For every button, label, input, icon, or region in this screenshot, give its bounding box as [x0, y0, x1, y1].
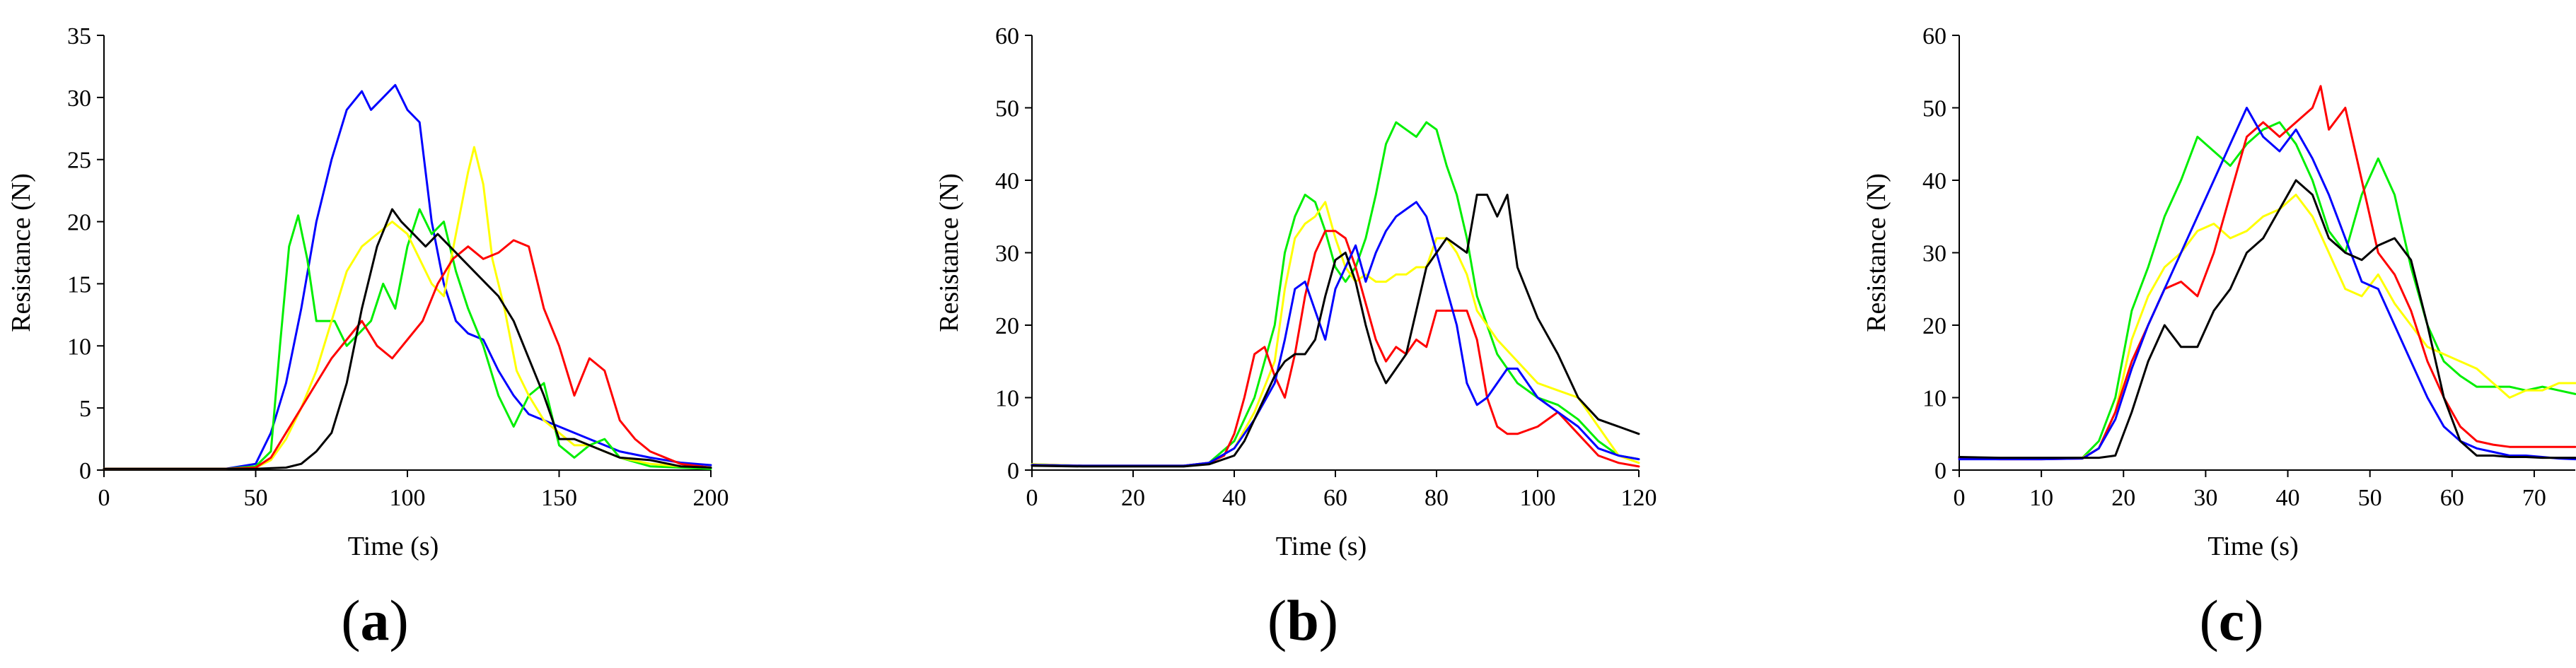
x-tick-label: 20: [2111, 485, 2135, 511]
series-line-blue: [1958, 107, 2576, 461]
x-tick-label: 50: [2358, 485, 2382, 511]
y-tick-label: 10: [995, 386, 1019, 412]
y-tick-label: 5: [79, 396, 91, 422]
x-tick-label: 0: [1954, 485, 1966, 511]
series-line-green: [1031, 121, 1640, 467]
series-line-yellow: [1958, 194, 2576, 460]
series-line-red: [103, 239, 712, 470]
x-tick-label: 20: [1121, 485, 1145, 511]
y-tick-label: 10: [67, 334, 91, 360]
x-tick-label: 100: [1520, 485, 1556, 511]
series-line-red: [1958, 85, 2576, 461]
y-tick-label: 60: [1922, 23, 1946, 49]
panel-label: (c): [2199, 588, 2263, 652]
series-line-black: [1031, 194, 1640, 468]
y-tick-label: 50: [995, 96, 1019, 122]
series-line-blue: [103, 83, 712, 470]
y-axis-title: Resistance (N): [6, 173, 36, 332]
series-line-red: [1031, 230, 1640, 468]
chart-panel-b: 0 10 20 30 40 50 60 0 20 40 60 80 100 120 Time (s) Resi…: [934, 23, 1657, 652]
x-tick-label: 200: [693, 485, 729, 511]
x-tick-label: 80: [1425, 485, 1449, 511]
y-tick-label: 30: [995, 241, 1019, 267]
x-tick-label: 70: [2522, 485, 2546, 511]
x-tick-label: 60: [2440, 485, 2464, 511]
chart-panel-a: 0 5 10 15 20 25 30 35 0 50 100 150 200 Time (s) Resist…: [6, 23, 729, 652]
y-axis-title: Resistance (N): [1862, 173, 1891, 332]
y-tick-label: 30: [67, 86, 91, 112]
y-tick-label: 10: [1922, 386, 1946, 412]
x-tick-label: 30: [2193, 485, 2217, 511]
series-line-black: [1958, 179, 2576, 459]
series-line-green: [103, 208, 712, 470]
series-line-black: [103, 208, 712, 470]
y-tick-label: 35: [67, 23, 91, 49]
panel-label: (b): [1267, 588, 1338, 652]
y-tick-label: 50: [1922, 96, 1946, 122]
y-tick-label: 30: [1922, 241, 1946, 267]
y-tick-label: 20: [67, 210, 91, 236]
x-tick-label: 10: [2029, 485, 2053, 511]
x-tick-label: 100: [390, 485, 426, 511]
y-axis-title: Resistance (N): [934, 173, 964, 332]
y-tick-label: 0: [1934, 458, 1946, 484]
y-tick-label: 25: [67, 148, 91, 174]
x-tick-label: 0: [98, 485, 110, 511]
x-axis-title: Time (s): [2207, 532, 2298, 561]
panel-label: (a): [341, 588, 409, 652]
y-tick-label: 20: [1922, 313, 1946, 339]
x-axis-title: Time (s): [348, 532, 439, 561]
y-tick-label: 0: [1007, 458, 1019, 484]
panel-label-letter: b: [1287, 588, 1319, 652]
x-tick-label: 40: [2276, 485, 2300, 511]
y-tick-label: 60: [995, 23, 1019, 49]
panel-label-letter: c: [2219, 588, 2244, 652]
x-tick-label: 0: [1026, 485, 1038, 511]
x-tick-label: 40: [1222, 485, 1246, 511]
y-tick-label: 40: [1922, 168, 1946, 194]
series-line-yellow: [1031, 201, 1640, 467]
chart-panel-c: 0 10 20 30 40 50 60 0 10 20 30 40 50 60 70 Time (s) Resi…: [1862, 23, 2576, 652]
y-tick-label: 40: [995, 168, 1019, 194]
series-line-green: [1958, 121, 2576, 460]
y-tick-label: 15: [67, 271, 91, 298]
y-tick-label: 20: [995, 313, 1019, 339]
panel-label-letter: a: [361, 588, 390, 652]
x-axis-title: Time (s): [1276, 532, 1367, 561]
x-tick-label: 120: [1621, 485, 1657, 511]
x-tick-label: 50: [244, 485, 268, 511]
x-tick-label: 60: [1323, 485, 1347, 511]
y-tick-label: 0: [79, 458, 91, 484]
x-tick-label: 150: [541, 485, 577, 511]
